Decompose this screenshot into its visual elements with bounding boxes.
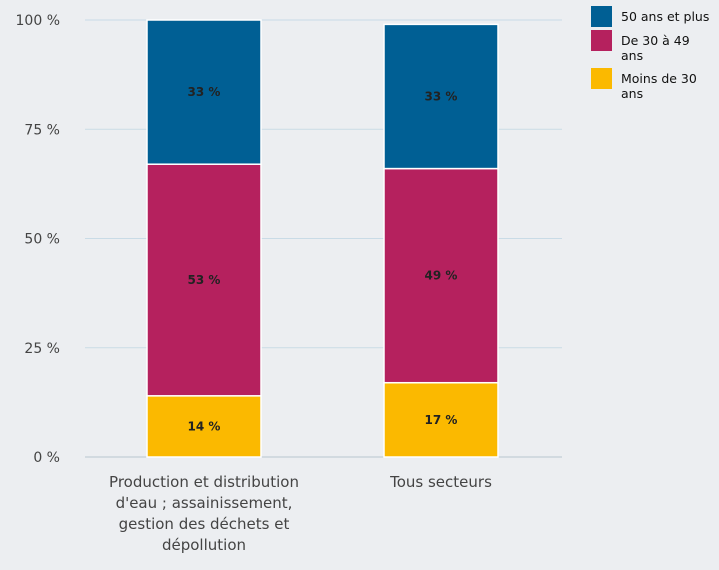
x-tick-label: d'eau ; assainissement, <box>116 494 293 512</box>
data-labels: 14 % 53 % 33 % 17 % 49 % 33 % <box>188 85 458 433</box>
legend-swatch <box>591 68 612 89</box>
bar-segment <box>146 163 262 397</box>
data-label: 17 % <box>425 413 458 427</box>
y-tick-label: 0 % <box>33 450 60 466</box>
y-tick-label: 50 % <box>24 232 60 248</box>
data-label: 33 % <box>425 89 458 103</box>
legend-swatch <box>591 6 612 27</box>
data-label: 14 % <box>188 419 221 433</box>
data-label: 33 % <box>188 85 221 99</box>
x-tick-label: Tous secteurs <box>389 473 492 491</box>
legend-label: ans <box>621 86 643 101</box>
legend-label: Moins de 30 <box>621 71 697 86</box>
data-label: 53 % <box>188 273 221 287</box>
legend-label: De 30 à 49 <box>621 33 690 48</box>
legend-swatch <box>591 30 612 51</box>
y-tick-label: 100 % <box>16 13 60 29</box>
bar-segment <box>146 19 262 165</box>
legend-label: 50 ans et plus <box>621 9 709 24</box>
data-label: 49 % <box>425 269 458 283</box>
y-tick-label: 75 % <box>24 122 60 138</box>
y-axis-ticks: 0 % 25 % 50 % 75 % 100 % <box>16 13 60 466</box>
x-tick-label: Production et distribution <box>109 473 299 491</box>
x-tick-label: dépollution <box>162 536 246 554</box>
bar-segment <box>146 395 262 458</box>
y-tick-label: 25 % <box>24 341 60 357</box>
x-axis-categories: Production et distribution d'eau ; assain… <box>109 473 492 554</box>
bar-segment <box>383 23 499 170</box>
x-tick-label: gestion des déchets et <box>119 515 290 533</box>
legend-label: ans <box>621 48 643 63</box>
bars <box>146 19 499 458</box>
